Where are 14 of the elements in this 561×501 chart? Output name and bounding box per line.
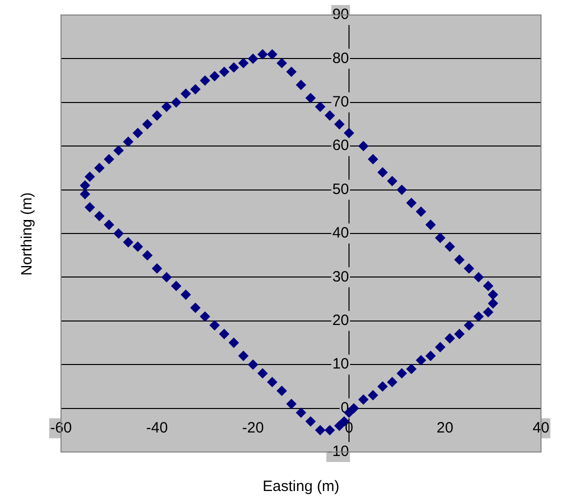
y-tick-label: 10 [332, 356, 349, 373]
y-tick-label: 50 [332, 180, 349, 198]
x-tick-label: 40 [532, 419, 550, 436]
x-tick-label: -20 [242, 419, 264, 436]
y-tick-label: 30 [332, 268, 349, 286]
y-tick-label: 40 [332, 224, 349, 242]
y-tick-label: 70 [332, 94, 349, 111]
y-tick-label: 60 [332, 137, 349, 154]
x-tick-label: 20 [436, 419, 454, 436]
y-axis-title: Northing (m) [18, 192, 36, 276]
x-axis-title: Easting (m) [262, 478, 340, 495]
y-tick-label: 80 [332, 50, 349, 67]
x-tick-label: -40 [146, 419, 168, 436]
y-tick-label: 20 [332, 312, 349, 330]
